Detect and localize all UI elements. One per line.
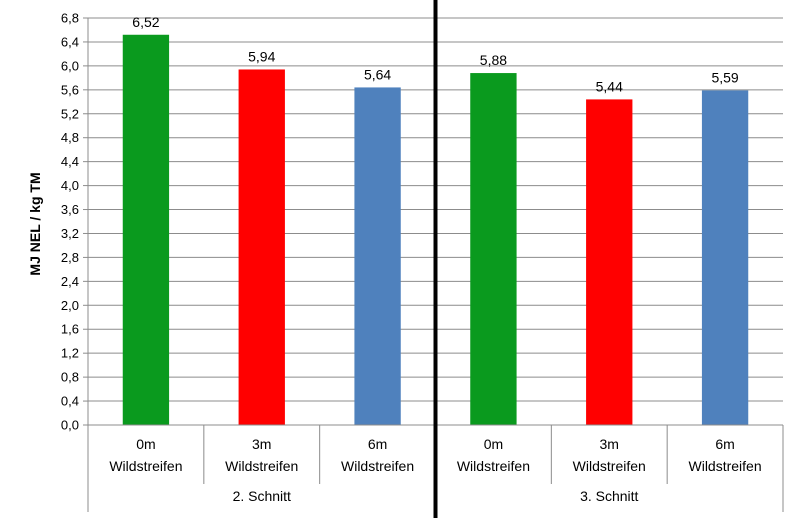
y-tick-label: 2,4 (61, 274, 79, 289)
data-label: 5,64 (364, 66, 391, 82)
y-tick-label: 0,8 (61, 370, 79, 385)
y-tick-label: 6,4 (61, 34, 79, 49)
y-tick-label: 4,8 (61, 130, 79, 145)
y-tick-label: 1,6 (61, 322, 79, 337)
y-tick-label: 1,2 (61, 346, 79, 361)
bar (701, 90, 749, 425)
category-label: 6m (368, 436, 387, 452)
group-label: 2. Schnitt (233, 488, 291, 504)
y-tick-label: 4,4 (61, 154, 79, 169)
category-label: Wildstreifen (109, 458, 182, 474)
category-label: 3m (252, 436, 271, 452)
y-tick-label: 4,0 (61, 178, 79, 193)
category-label: Wildstreifen (457, 458, 530, 474)
bar (238, 69, 285, 426)
data-label: 5,88 (480, 52, 507, 68)
labels: 0,0 0,4 0,8 1,2 1,6 2,0 2,4 2,8 3,2 3,6 4,0 4,4 4,8 5… (61, 11, 762, 505)
y-tick-label: 2,0 (61, 298, 79, 313)
data-label: 6,52 (132, 14, 159, 30)
category-label: Wildstreifen (573, 458, 646, 474)
category-label: 0m (136, 436, 155, 452)
bar (470, 73, 517, 426)
y-tick-label: 6,8 (61, 11, 79, 26)
category-label: Wildstreifen (225, 458, 298, 474)
category-label: 6m (715, 436, 734, 452)
y-tick-label: 0,4 (61, 394, 79, 409)
y-axis-title: MJ NEL / kg TM (27, 172, 43, 275)
axes (83, 0, 784, 518)
category-label: 3m (600, 436, 619, 452)
category-label: Wildstreifen (689, 458, 762, 474)
data-label: 5,44 (596, 78, 623, 94)
category-label: 0m (484, 436, 503, 452)
bars (122, 34, 749, 426)
bar (354, 87, 401, 425)
y-tick-label: 5,2 (61, 106, 79, 121)
y-tick-label: 2,8 (61, 250, 79, 265)
y-tick-label: 5,6 (61, 82, 79, 97)
bar (586, 99, 633, 426)
data-label: 5,59 (711, 69, 738, 85)
y-tick-label: 3,2 (61, 226, 79, 241)
category-label: Wildstreifen (341, 458, 414, 474)
y-tick-label: 6,0 (61, 58, 79, 73)
group-label: 3. Schnitt (580, 488, 638, 504)
bar (122, 34, 170, 426)
y-tick-label: 0,0 (61, 418, 79, 433)
y-tick-label: 3,6 (61, 202, 79, 217)
data-label: 5,94 (248, 48, 275, 64)
